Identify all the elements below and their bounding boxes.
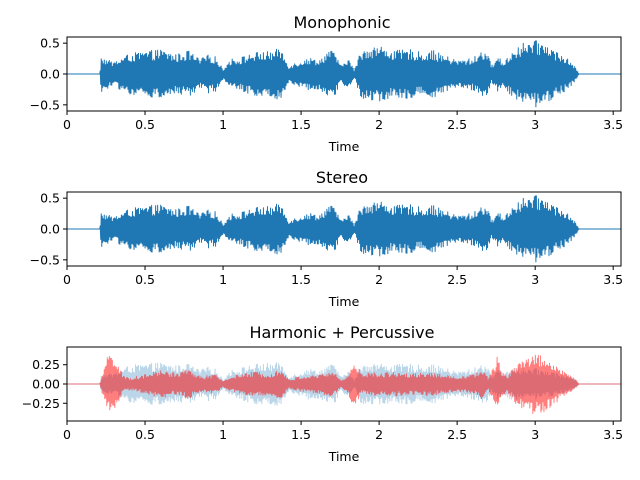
x-axis: 0 0.5 1 1.5 2 2.5 3 3.5 (63, 111, 623, 132)
y-tick-label: 0.5 (40, 36, 60, 51)
x-tick-label: 1.5 (291, 427, 311, 442)
x-tick-label: 0.5 (135, 117, 155, 132)
x-tick-label: 3 (531, 117, 539, 132)
x-tick-label: 2.5 (447, 272, 467, 287)
panel-title: Stereo (316, 168, 368, 187)
y-tick-label: −0.25 (22, 396, 60, 411)
plot-area (67, 40, 621, 108)
x-tick-label: 1 (219, 427, 227, 442)
panel-stereo: Stereo 0 0.5 1 1.5 2 2.5 3 3.5 −0.5 0.0 0.5 Time (30, 168, 624, 309)
plot-area (67, 195, 621, 263)
x-tick-label: 1 (219, 117, 227, 132)
x-tick-label: 0 (63, 272, 71, 287)
y-axis: −0.25 0.00 0.25 (22, 357, 67, 411)
x-tick-label: 0 (63, 427, 71, 442)
y-tick-label: −0.5 (30, 252, 60, 267)
panel-title: Monophonic (294, 13, 391, 32)
waveform-series-0 (67, 195, 621, 263)
y-tick-label: 0.0 (40, 67, 60, 82)
x-tick-label: 3 (531, 272, 539, 287)
y-axis: −0.5 0.0 0.5 (30, 191, 67, 267)
x-tick-label: 0.5 (135, 427, 155, 442)
x-tick-label: 2.5 (447, 117, 467, 132)
y-tick-label: −0.5 (30, 97, 60, 112)
x-tick-label: 3 (531, 427, 539, 442)
waveform-series-0 (67, 40, 621, 108)
x-tick-label: 2 (375, 272, 383, 287)
x-tick-label: 3.5 (603, 272, 623, 287)
panel-monophonic: Monophonic 0 0.5 1 1.5 2 2.5 3 3.5 −0.5 0.0 0.5 T… (30, 13, 624, 154)
x-tick-label: 3.5 (603, 117, 623, 132)
x-axis-label: Time (328, 294, 360, 309)
x-tick-label: 0.5 (135, 272, 155, 287)
panel-harmonic-percussive: Harmonic + Percussive 0 0.5 1 1.5 2 2.5 3 3.5 −… (22, 323, 623, 464)
x-tick-label: 2 (375, 427, 383, 442)
y-tick-label: 0.25 (32, 357, 60, 372)
x-axis-label: Time (328, 449, 360, 464)
y-tick-label: 0.00 (32, 377, 60, 392)
x-tick-label: 2 (375, 117, 383, 132)
x-tick-label: 1.5 (291, 272, 311, 287)
waveform-series-1 (67, 354, 621, 414)
x-tick-label: 2.5 (447, 427, 467, 442)
y-tick-label: 0.0 (40, 222, 60, 237)
y-tick-label: 0.5 (40, 191, 60, 206)
y-axis: −0.5 0.0 0.5 (30, 36, 67, 112)
plot-area (67, 354, 621, 414)
x-tick-label: 1.5 (291, 117, 311, 132)
x-axis-label: Time (328, 139, 360, 154)
x-axis: 0 0.5 1 1.5 2 2.5 3 3.5 (63, 266, 623, 287)
x-tick-label: 3.5 (603, 427, 623, 442)
panel-title: Harmonic + Percussive (250, 323, 435, 342)
x-tick-label: 1 (219, 272, 227, 287)
x-axis: 0 0.5 1 1.5 2 2.5 3 3.5 (63, 421, 623, 442)
x-tick-label: 0 (63, 117, 71, 132)
